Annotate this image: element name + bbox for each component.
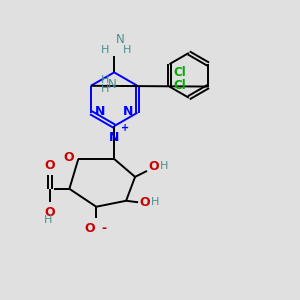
Text: H: H xyxy=(100,45,109,55)
Text: H: H xyxy=(160,161,168,171)
Text: O: O xyxy=(140,196,150,209)
Text: H: H xyxy=(101,75,110,85)
Text: H: H xyxy=(151,197,159,207)
Text: O: O xyxy=(63,151,74,164)
Text: O: O xyxy=(45,158,55,172)
Text: O: O xyxy=(84,222,95,235)
Text: Cl: Cl xyxy=(173,66,186,79)
Text: N: N xyxy=(109,131,119,145)
Text: N: N xyxy=(116,33,124,46)
Text: O: O xyxy=(148,160,159,173)
Text: O: O xyxy=(45,206,55,219)
Text: N: N xyxy=(108,78,116,91)
Text: H: H xyxy=(44,215,53,225)
Text: +: + xyxy=(121,123,129,133)
Text: -: - xyxy=(101,222,106,235)
Text: N: N xyxy=(95,105,105,118)
Text: H: H xyxy=(101,84,110,94)
Text: N: N xyxy=(123,105,134,118)
Text: H: H xyxy=(123,45,131,55)
Text: Cl: Cl xyxy=(173,79,186,92)
